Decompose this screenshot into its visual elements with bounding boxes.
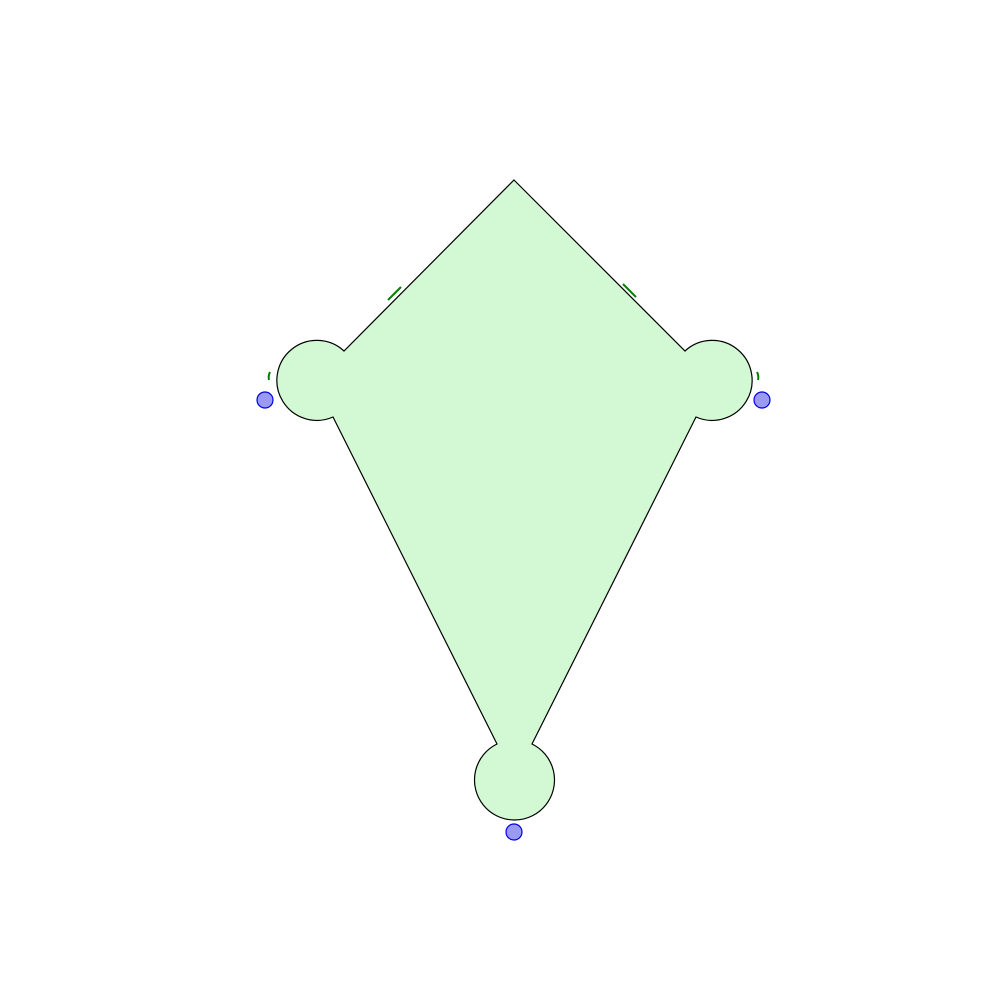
vertex-dot-right <box>753 391 771 409</box>
kite-shape <box>276 179 753 821</box>
arc-tick-left-vertex <box>267 371 271 381</box>
tick-mark-upper-left-side <box>387 286 402 301</box>
vertex-dot-bottom <box>505 823 523 841</box>
vertex-dot-left <box>256 391 274 409</box>
arc-tick-right-vertex <box>756 371 760 381</box>
tick-mark-upper-right-side <box>622 283 637 298</box>
